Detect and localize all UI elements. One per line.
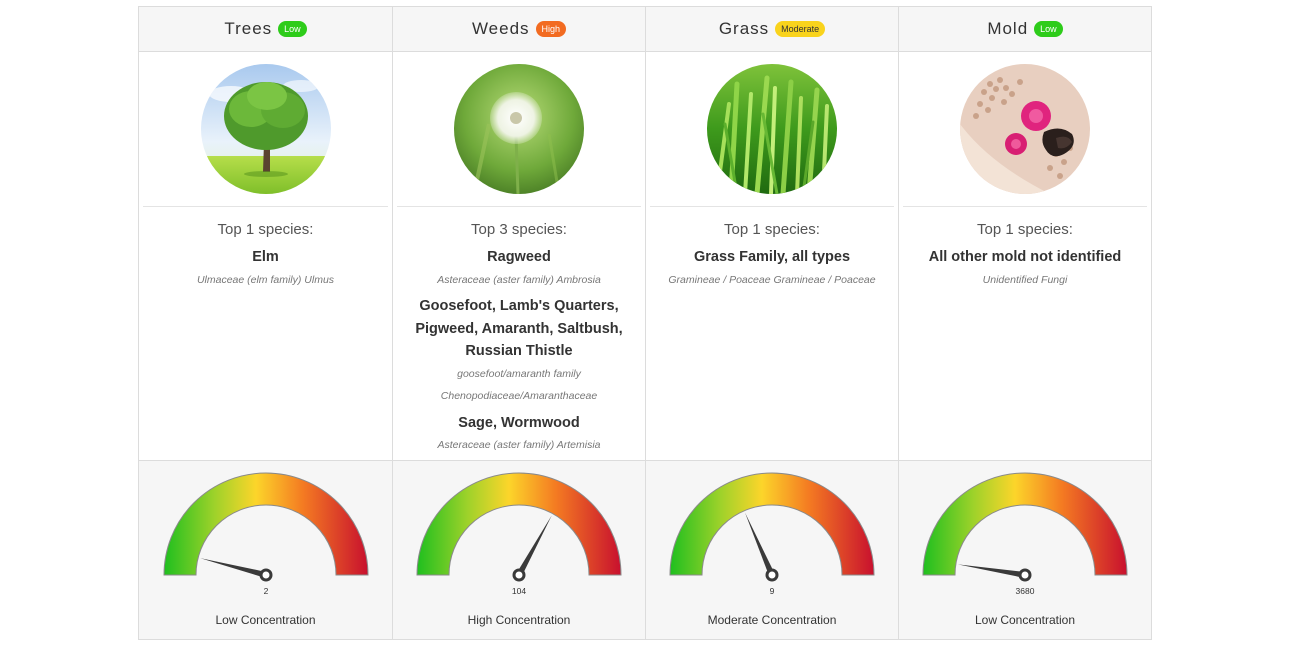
gauge-needle [516, 515, 552, 577]
gauge-arc [669, 472, 875, 576]
species-common-name: Goosefoot, Lamb's Quarters, Pigweed, Ama… [415, 298, 623, 359]
category-column-weeds: Weeds High T [392, 7, 645, 639]
species-scientific-name: goosefoot/amaranth family Chenopodiaceae… [440, 367, 598, 403]
gauge-section: 3680 Low Concentration [899, 460, 1151, 639]
gauge-value: 2 [263, 586, 268, 596]
level-badge: High [535, 21, 567, 37]
species-common-name: All other mold not identified [928, 249, 1122, 265]
concentration-label: Low Concentration [974, 613, 1076, 627]
category-title: Mold [987, 19, 1029, 38]
level-badge: Low [1034, 21, 1063, 37]
category-image [143, 52, 388, 207]
category-column-trees: Trees Low [139, 7, 392, 639]
gauge-needle [199, 558, 267, 578]
concentration-gauge: 2 [162, 472, 369, 596]
gauge-hub [765, 568, 779, 582]
species-scientific-name: Gramineae / Poaceae Gramineae / Poaceae [668, 273, 876, 286]
species-label: Top 1 species: [217, 221, 314, 238]
species-label: Top 1 species: [724, 221, 820, 238]
species-section: Top 1 species: All other mold not identi… [899, 207, 1151, 460]
category-title: Trees [224, 19, 273, 38]
concentration-gauge: 3680 [922, 472, 1128, 596]
mold-photo [960, 64, 1090, 194]
gauge-arc [416, 472, 622, 576]
concentration-label: Low Concentration [215, 613, 316, 627]
category-header: Grass Moderate [646, 7, 898, 52]
species-common-name: Elm [252, 249, 279, 265]
level-badge: Low [278, 21, 307, 37]
gauge-hub [259, 568, 272, 582]
category-header: Trees Low [139, 7, 392, 52]
category-header: Weeds High [393, 7, 645, 52]
gauge-section: 2 Low Concentration [139, 460, 392, 639]
species-scientific-name: Unidentified Fungi [982, 273, 1068, 286]
category-image [650, 52, 894, 207]
gauge-section: 104 High Concentration [393, 460, 645, 639]
species-common-name: Ragweed [487, 249, 551, 265]
species-scientific-name: Asteraceae (aster family) Ambrosia [437, 273, 601, 286]
gauge-value: 104 [512, 586, 526, 596]
dandelion-photo [454, 64, 584, 194]
category-title: Weeds [471, 19, 530, 38]
species-section: Top 1 species: Elm Ulmaceae (elm family)… [139, 207, 392, 460]
gauge-section: 9 Moderate Concentration [646, 460, 898, 639]
species-section: Top 3 species: Ragweed Asteraceae (aster… [393, 207, 645, 460]
gauge-hub [512, 568, 526, 582]
concentration-label: High Concentration [467, 613, 571, 627]
gauge-needle [744, 512, 775, 577]
category-title: Grass [718, 19, 770, 38]
grass-photo [707, 64, 837, 194]
species-scientific-name: Asteraceae (aster family) Artemisia [437, 439, 601, 451]
concentration-gauge: 104 [416, 472, 622, 596]
category-column-mold: Mold Low [898, 7, 1151, 639]
species-common-name: Sage, Wormwood [458, 414, 580, 431]
species-scientific-name: Ulmaceae (elm family) Ulmus [196, 273, 335, 286]
level-badge: Moderate [775, 21, 826, 37]
gauge-value: 3680 [1016, 586, 1035, 596]
concentration-label: Moderate Concentration [707, 613, 837, 627]
category-header: Mold Low [899, 7, 1151, 52]
gauge-arc [922, 472, 1128, 576]
species-label: Top 1 species: [977, 221, 1073, 238]
category-image [397, 52, 641, 207]
tree-photo [200, 64, 331, 194]
gauge-arc [162, 472, 369, 576]
species-label: Top 3 species: [471, 221, 567, 238]
species-common-name: Grass Family, all types [693, 249, 851, 265]
species-section: Top 1 species: Grass Family, all types G… [646, 207, 898, 460]
concentration-gauge: 9 [669, 472, 875, 596]
category-column-grass: Grass Moderate [645, 7, 898, 639]
gauge-value: 9 [770, 586, 775, 596]
allergen-board: Trees Low [138, 6, 1152, 640]
category-image [903, 52, 1147, 207]
gauge-hub [1018, 568, 1032, 582]
gauge-needle [957, 564, 1026, 578]
